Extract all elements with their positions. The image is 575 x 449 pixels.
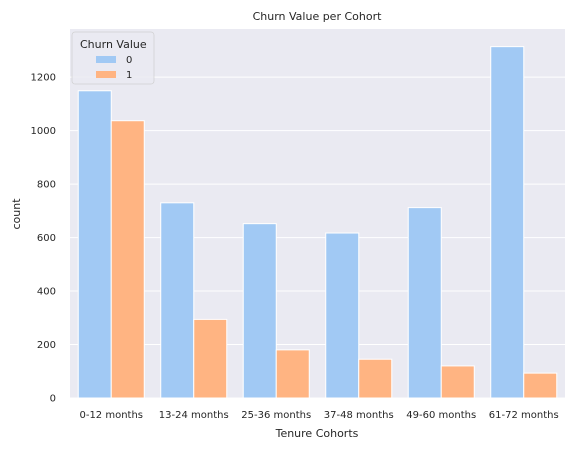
y-axis-ticks: 0 200 400 600 800 1000 1200 [31,73,56,405]
x-tick-label: 61-72 months [489,410,559,421]
bar-49-60-months-series-1 [440,365,475,399]
x-axis-label: Tenure Cohorts [275,427,359,440]
bar-37-48-months-series-0 [325,232,360,399]
bar-37-48-months-series-1 [358,358,393,399]
bar-13-24-months-series-1 [193,318,228,399]
legend-label-0: 0 [126,55,132,66]
x-tick-label: 49-60 months [406,410,476,421]
y-tick-label: 800 [37,180,56,191]
plot-area [70,29,565,398]
x-tick-label: 13-24 months [159,410,229,421]
x-axis-ticks: 0-12 months 13-24 months 25-36 months 37-48… [79,410,558,421]
legend-swatch-1 [96,71,116,78]
gridlines [70,76,565,399]
bar-49-60-months-series-0 [407,207,442,399]
legend-swatch-0 [96,56,116,63]
y-tick-label: 0 [50,394,56,405]
y-tick-label: 200 [37,340,56,351]
bar-61-72-months-series-0 [490,46,525,399]
x-tick-label: 0-12 months [79,410,143,421]
bar-0-12-months-series-0 [77,90,112,399]
y-axis-label: count [10,198,23,230]
legend-label-1: 1 [126,70,132,81]
bar-0-12-months-series-1 [110,120,145,399]
bar-25-36-months-series-1 [275,349,310,399]
legend: Churn Value 0 1 [71,31,155,85]
y-tick-label: 600 [37,233,56,244]
x-tick-label: 25-36 months [241,410,311,421]
chart-title: Churn Value per Cohort [253,10,383,23]
bar-13-24-months-series-0 [160,202,195,399]
y-tick-label: 1200 [31,73,56,84]
y-tick-label: 400 [37,287,56,298]
x-tick-label: 37-48 months [324,410,394,421]
bar-25-36-months-series-0 [242,223,277,399]
y-tick-label: 1000 [31,126,56,137]
legend-title: Churn Value [80,38,147,51]
bars [77,46,558,399]
bar-61-72-months-series-1 [523,372,558,399]
